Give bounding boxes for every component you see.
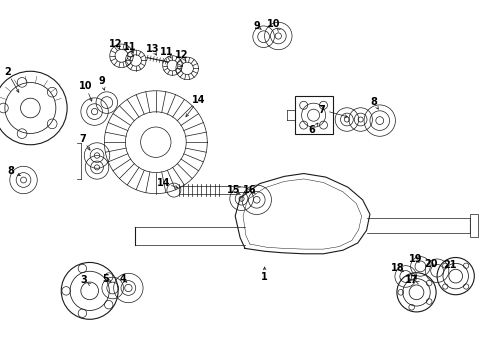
Text: 14: 14 (157, 178, 171, 188)
Text: 11: 11 (123, 42, 137, 52)
Text: 12: 12 (174, 50, 188, 60)
Text: 2: 2 (4, 67, 11, 77)
Text: 14: 14 (192, 95, 205, 105)
Text: 8: 8 (370, 96, 377, 107)
Text: 7: 7 (79, 134, 86, 144)
Text: 19: 19 (409, 254, 422, 264)
Text: 17: 17 (405, 275, 418, 285)
Text: 10: 10 (79, 81, 93, 91)
Text: 15: 15 (227, 185, 241, 195)
Text: 6: 6 (309, 125, 316, 135)
Polygon shape (235, 174, 370, 254)
Text: 9: 9 (98, 76, 105, 86)
Text: 9: 9 (253, 21, 260, 31)
Text: 12: 12 (109, 39, 123, 49)
Text: 21: 21 (443, 260, 457, 270)
Text: 1: 1 (261, 272, 268, 282)
Text: 7: 7 (318, 105, 325, 115)
Text: 10: 10 (267, 19, 280, 30)
Text: 13: 13 (146, 44, 160, 54)
Text: 5: 5 (102, 274, 109, 284)
Text: 18: 18 (391, 263, 405, 273)
Text: 8: 8 (7, 166, 14, 176)
Text: 20: 20 (424, 258, 438, 269)
Text: 11: 11 (160, 47, 173, 57)
Text: 4: 4 (119, 274, 126, 284)
Bar (294, 96, 333, 134)
Text: 3: 3 (80, 275, 87, 285)
Text: 16: 16 (243, 185, 257, 195)
Bar (470, 214, 478, 237)
